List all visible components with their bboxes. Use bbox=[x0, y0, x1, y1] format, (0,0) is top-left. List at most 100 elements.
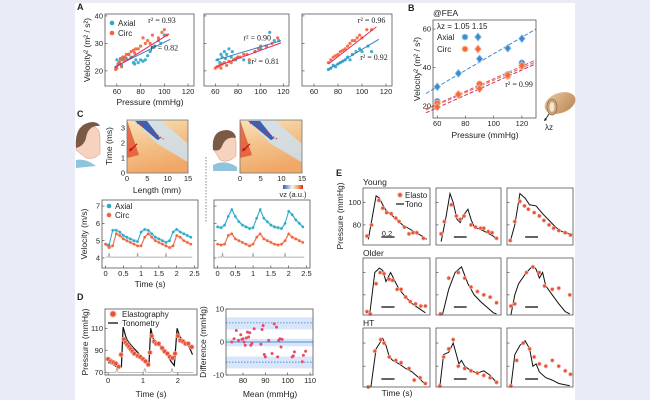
fea-point-diamond bbox=[454, 89, 463, 100]
elastography-point bbox=[408, 299, 413, 304]
x-tick-label: 2 bbox=[175, 269, 179, 278]
difference-point bbox=[244, 336, 248, 340]
x-tick-label: 100 bbox=[158, 87, 171, 96]
axial-point bbox=[139, 58, 143, 62]
elastography-point bbox=[454, 213, 459, 219]
difference-point bbox=[276, 355, 280, 359]
elastography-point bbox=[563, 368, 568, 373]
elastography-point bbox=[546, 222, 552, 228]
circ-velocity-point bbox=[136, 244, 139, 248]
circ-velocity-point bbox=[171, 244, 175, 248]
colorbar bbox=[283, 185, 303, 189]
fea-point-diamond bbox=[518, 34, 526, 44]
elastography-point bbox=[537, 213, 542, 219]
axial-velocity-point bbox=[136, 240, 139, 243]
difference-point bbox=[252, 327, 256, 331]
axial-point bbox=[115, 58, 119, 62]
axes-frame bbox=[506, 257, 574, 316]
circ-point bbox=[334, 54, 338, 58]
difference-point bbox=[260, 327, 264, 331]
d-legend-elasto-marker bbox=[109, 310, 117, 318]
r2-label: r² = 0.82 bbox=[151, 43, 179, 52]
elastography-point bbox=[537, 361, 542, 367]
ecg-trace bbox=[108, 368, 194, 373]
axial-velocity-point bbox=[154, 235, 157, 239]
axial-point bbox=[136, 61, 140, 65]
tonometry-line bbox=[369, 267, 426, 316]
chart-A1: 60 80 100 120 20 30 40 r² = 0.82 r² = 0.93 bbox=[95, 12, 195, 96]
circ-point bbox=[148, 41, 152, 46]
e-ylabel: Pressure (mmHg) bbox=[335, 182, 345, 249]
difference-point bbox=[247, 335, 251, 339]
y-tick-label: 5 bbox=[96, 236, 100, 245]
tonometry-line bbox=[440, 191, 497, 242]
circ-velocity-point bbox=[276, 243, 280, 247]
x-tick-label: 60 bbox=[113, 87, 121, 96]
axial-velocity-point bbox=[189, 235, 193, 239]
circ-velocity-point bbox=[269, 241, 273, 244]
chart-E4 bbox=[362, 257, 431, 317]
d-legend-elasto: Elastography bbox=[122, 310, 169, 319]
elastography-point bbox=[461, 213, 467, 219]
difference-point bbox=[280, 337, 284, 341]
chart-E5 bbox=[435, 257, 502, 317]
elastography-point bbox=[378, 337, 383, 342]
e-xlabel: Time (s) bbox=[382, 388, 413, 398]
chart-C_heat2: 0 5 10 15 bbox=[238, 119, 306, 183]
difference-point bbox=[250, 341, 254, 345]
elastography-point bbox=[532, 210, 537, 215]
x-tick-label: 0 bbox=[238, 174, 242, 183]
axial-velocity-point bbox=[226, 215, 230, 218]
x-tick-label: 0 bbox=[125, 174, 129, 183]
b-ylabel: Velocity² (m² / s²) bbox=[412, 37, 422, 101]
axial-velocity-point bbox=[114, 228, 118, 232]
x-tick-label: 120 bbox=[380, 87, 393, 96]
circ-point bbox=[141, 36, 145, 40]
circ-point bbox=[162, 28, 166, 32]
chart-E3 bbox=[506, 187, 574, 246]
axial-velocity-point bbox=[269, 223, 273, 227]
fea-point-diamond bbox=[503, 43, 512, 53]
e-legend-elasto: Elasto bbox=[405, 191, 428, 200]
circ-point bbox=[156, 36, 160, 40]
elastography-point bbox=[488, 375, 493, 380]
fea-point-diamond bbox=[454, 68, 463, 78]
chart-B: 60 80 100 120 20 40 60 r² = 0.99 bbox=[423, 19, 537, 128]
elastography-point bbox=[156, 341, 162, 347]
tube-illustration bbox=[544, 92, 576, 121]
difference-point bbox=[232, 337, 236, 341]
y-tick-label: 70 bbox=[95, 368, 103, 377]
axes-frame bbox=[213, 199, 311, 269]
x-tick-label: 120 bbox=[277, 87, 290, 96]
difference-point bbox=[275, 325, 279, 329]
circ-point bbox=[131, 48, 136, 52]
difference-point bbox=[263, 355, 267, 359]
axes-frame bbox=[104, 13, 195, 87]
elastography-point bbox=[172, 350, 178, 357]
d2-xlabel: Mean (mmHg) bbox=[243, 389, 297, 399]
elastography-point bbox=[423, 303, 428, 309]
circ-velocity-point bbox=[244, 242, 248, 246]
b-title: @FEA bbox=[433, 8, 458, 18]
elastography-point bbox=[532, 354, 537, 360]
circ-velocity-point bbox=[290, 235, 294, 239]
axial-velocity-point bbox=[125, 235, 129, 239]
difference-point bbox=[242, 340, 246, 344]
circ-point bbox=[336, 52, 340, 56]
elastography-point bbox=[514, 358, 519, 363]
circ-point bbox=[276, 36, 280, 40]
chart-E1: 80 100 bbox=[348, 187, 431, 246]
circ-point bbox=[120, 65, 124, 69]
circ-point bbox=[329, 58, 333, 62]
circ-point bbox=[127, 52, 131, 56]
x-tick-label: 0 bbox=[215, 269, 219, 278]
axial-velocity-point bbox=[129, 237, 132, 241]
chart-C_heat1: 0 5 10 15 0 1 2 3 bbox=[121, 119, 192, 183]
x-tick-label: 0.5 bbox=[230, 269, 240, 278]
axial-velocity-point bbox=[146, 228, 150, 232]
axial-velocity-point bbox=[230, 208, 234, 211]
elastography-point bbox=[421, 236, 426, 241]
elastography-point bbox=[390, 278, 395, 283]
circ-point bbox=[117, 61, 121, 65]
axial-velocity-point bbox=[255, 216, 258, 220]
